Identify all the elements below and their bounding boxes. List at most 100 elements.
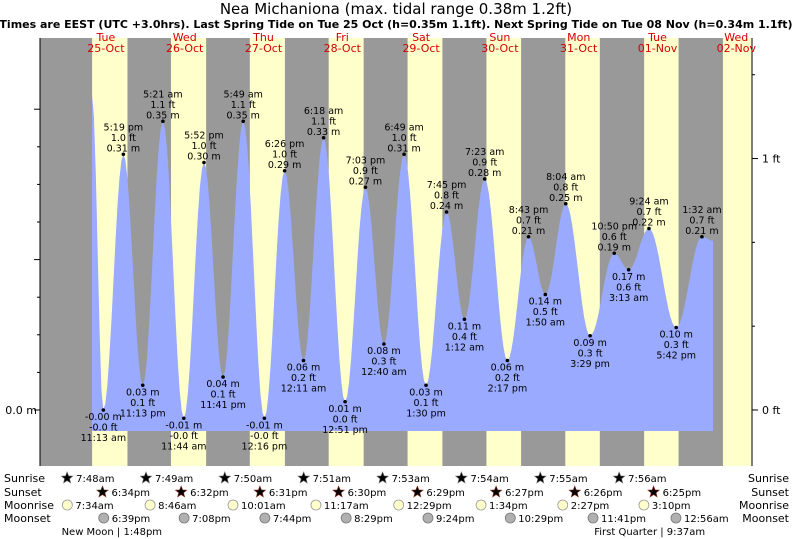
sunrise-time: 7:48am bbox=[76, 474, 114, 485]
tide-label: 11:41 pm bbox=[200, 400, 246, 411]
day-label-date: 28-Oct bbox=[324, 42, 362, 55]
tide-label: 0.7 ft bbox=[516, 215, 541, 226]
tide-label: 5:52 pm bbox=[184, 131, 224, 142]
moonrise-time: 12:29pm bbox=[407, 501, 452, 512]
tide-point bbox=[424, 383, 428, 388]
tide-label: 1:50 am bbox=[526, 318, 565, 329]
tide-label: 0.06 m bbox=[491, 363, 524, 374]
tide-label: 0.03 m bbox=[126, 387, 159, 398]
moonrise-icon bbox=[144, 499, 156, 511]
sunset-icon bbox=[489, 485, 503, 498]
tide-label: -0.00 m bbox=[85, 412, 122, 423]
day-label-dow: Sun bbox=[489, 31, 510, 44]
tide-label: 0.10 m bbox=[659, 330, 692, 341]
tide-label: 1.1 ft bbox=[231, 100, 256, 111]
tide-point bbox=[241, 119, 246, 124]
sunrise-time: 7:51am bbox=[313, 474, 351, 485]
tide-label: 7:23 am bbox=[465, 147, 504, 158]
day-label-date: 01-Nov bbox=[638, 42, 678, 55]
tide-label: 0.21 m bbox=[512, 226, 545, 237]
tide-label: 2:17 pm bbox=[488, 384, 528, 395]
sunset-time: 6:25pm bbox=[663, 488, 702, 499]
sunrise-time: 7:53am bbox=[392, 474, 430, 485]
moonset-icon bbox=[178, 512, 190, 524]
tide-label: -0.01 m bbox=[165, 420, 202, 431]
tide-label: 0.24 m bbox=[430, 201, 463, 212]
moonset-time: 12:56am bbox=[684, 514, 729, 525]
moonset-time: 9:24pm bbox=[436, 514, 475, 525]
moonrise-icon bbox=[475, 499, 487, 511]
tide-label: -0.0 ft bbox=[170, 431, 199, 442]
tide-point bbox=[462, 317, 467, 322]
tide-label: 0.6 ft bbox=[602, 232, 627, 243]
tide-label: 12:11 am bbox=[281, 384, 326, 395]
tide-label: 0.09 m bbox=[573, 338, 606, 349]
day-label-dow: Wed bbox=[724, 31, 748, 44]
tide-label: 0.35 m bbox=[226, 110, 259, 121]
moon-phase: New Moon | 1:48pm bbox=[62, 527, 162, 538]
moonset-icon bbox=[587, 512, 599, 524]
tide-label: 0.33 m bbox=[307, 127, 340, 138]
tide-label: 0.25 m bbox=[549, 193, 582, 204]
tide-label: 0.3 ft bbox=[578, 348, 603, 359]
day-label-date: 30-Oct bbox=[481, 42, 519, 55]
tide-label: 1:32 am bbox=[682, 205, 721, 216]
tide-label: 0.4 ft bbox=[452, 332, 477, 343]
tide-label: 3:29 pm bbox=[570, 359, 610, 370]
day-label-dow: Mon bbox=[567, 31, 590, 44]
sunrise-time: 7:55am bbox=[549, 474, 587, 485]
tide-label: 0.03 m bbox=[409, 387, 442, 398]
tide-point bbox=[262, 416, 267, 421]
tide-label: 1:30 pm bbox=[406, 408, 446, 419]
tide-point bbox=[563, 201, 568, 206]
moonset-icon bbox=[340, 512, 352, 524]
moonrise-icon bbox=[557, 499, 569, 511]
moonset-time: 6:39pm bbox=[112, 514, 151, 525]
left-tick-label: 0.0 m bbox=[5, 404, 37, 417]
tide-point bbox=[505, 358, 510, 363]
sunrise-time: 7:56am bbox=[628, 474, 666, 485]
tide-label: 0.1 ft bbox=[414, 398, 439, 409]
tide-label: 12:40 am bbox=[361, 367, 406, 378]
sunset-icon bbox=[410, 485, 424, 498]
sunrise-time: 7:50am bbox=[234, 474, 272, 485]
tide-point bbox=[121, 152, 126, 157]
sunset-row-label: Sunset bbox=[4, 486, 42, 499]
tide-label: 0.8 ft bbox=[553, 182, 578, 193]
sunrise-time: 7:49am bbox=[155, 474, 193, 485]
moonrise-row-label: Moonrise bbox=[739, 499, 789, 512]
tide-point bbox=[161, 119, 165, 124]
tide-label: 0.11 m bbox=[448, 321, 481, 332]
right-tick-label: 0 ft bbox=[762, 404, 781, 417]
sunset-time: 6:26pm bbox=[584, 488, 623, 499]
axes: 0.0 m 0 ft 1 ft bbox=[5, 38, 781, 466]
moonrise-icon bbox=[638, 499, 650, 511]
tide-point bbox=[282, 168, 287, 173]
tide-point bbox=[482, 177, 487, 181]
tide-point bbox=[543, 292, 548, 297]
tide-label: 5:49 am bbox=[223, 89, 262, 100]
chart-subtitle: Times are EEST (UTC +3.0hrs). Last Sprin… bbox=[0, 18, 793, 31]
chart-title: Nea Michaniona (max. tidal range 0.38m 1… bbox=[220, 0, 572, 18]
moonrise-icon bbox=[310, 499, 322, 511]
tide-label: 0.29 m bbox=[268, 160, 301, 171]
tide-curve bbox=[92, 95, 713, 431]
sunrise-icon bbox=[533, 471, 547, 484]
right-tick-label: 1 ft bbox=[762, 153, 781, 166]
moonset-time: 8:29pm bbox=[354, 514, 393, 525]
tide-label: 0.1 ft bbox=[130, 398, 155, 409]
daylight-band bbox=[722, 38, 752, 466]
tide-label: 0.17 m bbox=[612, 272, 645, 283]
tide-label: 0.28 m bbox=[468, 168, 501, 179]
sunrise-icon bbox=[60, 471, 74, 484]
sunset-icon bbox=[174, 485, 188, 498]
tide-label: 1.0 ft bbox=[111, 133, 136, 144]
day-label-date: 26-Oct bbox=[166, 42, 204, 55]
moonrise-time: 8:46am bbox=[158, 501, 196, 512]
day-label-dow: Tue bbox=[96, 31, 116, 44]
sunset-time: 6:30pm bbox=[348, 488, 387, 499]
tide-label: 8:04 am bbox=[546, 172, 585, 183]
tide-label: 1.0 ft bbox=[272, 149, 297, 160]
sunrise-icon bbox=[297, 471, 311, 484]
